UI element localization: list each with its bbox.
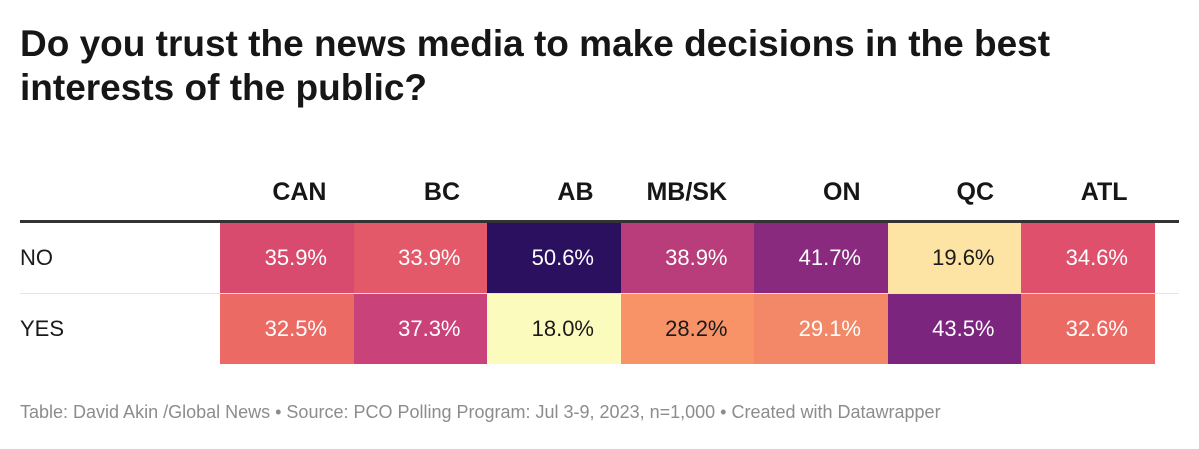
heatmap-cell-yes-qc: 43.5% [887,294,1022,364]
table-row-yes: YES 32.5% 37.3% 18.0% 28.2% 29.1% 43.5% 32.6% [20,293,1179,364]
heatmap-cell-yes-bc: 37.3% [353,294,488,364]
column-header-qc: QC [956,178,995,206]
header-row: CAN BC AB MB/SK ON QC ATL [20,168,1179,223]
heatmap-cell-no-atl: 34.6% [1021,223,1155,293]
page-title: Do you trust the news media to make deci… [20,23,1051,108]
table-row-no: NO 35.9% 33.9% 50.6% 38.9% 41.7% 19.6% 34.6% [20,223,1179,293]
column-header-ab: AB [557,178,594,206]
heatmap-cell-yes-ab: 18.0% [487,294,621,364]
source-note: Table: David Akin /Global News • Source:… [20,402,941,422]
heatmap-cell-no-mb-sk: 38.9% [620,223,755,293]
heatmap-cell-yes-can: 32.5% [220,294,354,364]
heatmap-cell-no-can: 35.9% [220,223,354,293]
rows-container: NO 35.9% 33.9% 50.6% 38.9% 41.7% 19.6% 34.6% YES… [20,223,1179,364]
column-header-atl: ATL [1080,178,1128,206]
column-header-bc: BC [423,178,460,206]
heatmap-cell-yes-atl: 32.6% [1021,294,1155,364]
column-header-on: ON [823,178,861,206]
row-label: YES [20,316,65,341]
heatmap-cell-no-qc: 19.6% [887,223,1022,293]
heatmap-cell-yes-on: 29.1% [754,294,888,364]
heatmap-cell-no-on: 41.7% [754,223,888,293]
row-label: NO [20,245,53,270]
heatmap-cell-no-bc: 33.9% [353,223,488,293]
column-header-mb-sk: MB/SK [646,178,727,206]
heatmap-cell-yes-mb-sk: 28.2% [620,294,755,364]
column-header-can: CAN [272,178,327,206]
heatmap-cell-no-ab: 50.6% [487,223,621,293]
heatmap-table: CAN BC AB MB/SK ON QC ATL NO 35.9% 33.9% 50.6% 38.… [20,168,1179,364]
